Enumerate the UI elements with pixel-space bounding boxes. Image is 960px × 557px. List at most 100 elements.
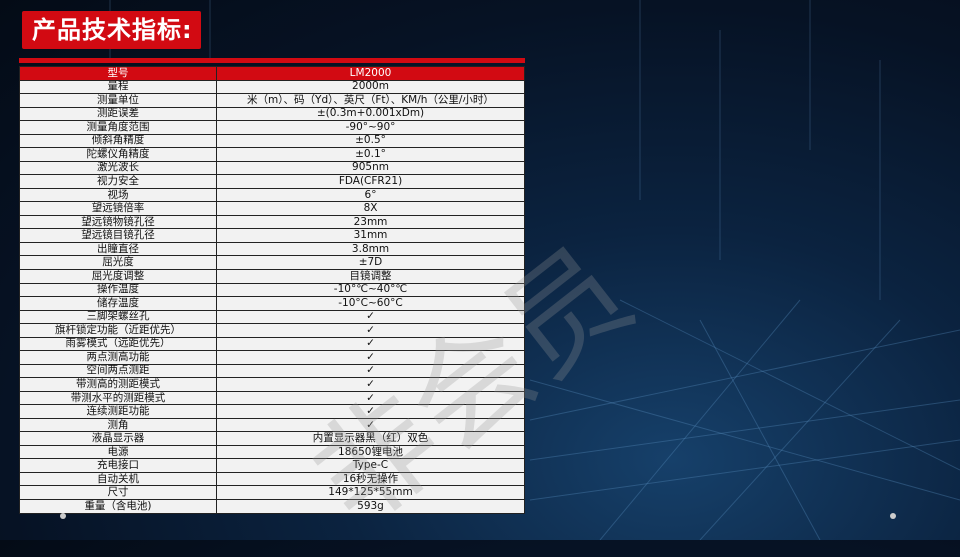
table-row: 陀螺仪角精度 ±0.1° <box>19 147 525 162</box>
spec-value: 16秒无操作 <box>216 471 525 487</box>
spec-value: ✓ <box>216 377 525 392</box>
spec-value: 3.8mm <box>216 241 525 257</box>
slide-dot <box>60 513 66 519</box>
spec-key: 测量单位 <box>19 93 217 108</box>
spec-key: 激光波长 <box>19 160 217 176</box>
header-key: 型号 <box>19 66 217 81</box>
spec-value: ✓ <box>216 363 525 379</box>
spec-key: 电源 <box>19 444 217 460</box>
spec-key: 两点测高功能 <box>19 350 217 365</box>
table-row: 雨雾模式（远距优先） ✓ <box>19 336 525 352</box>
table-row: 望远镜倍率 8X <box>19 201 525 216</box>
spec-value: ✓ <box>216 336 525 352</box>
spec-value: 593g <box>216 499 525 514</box>
spec-key: 倾斜角精度 <box>19 133 217 149</box>
table-row: 自动关机 16秒无操作 <box>19 471 525 487</box>
spec-table: 型号 LM2000 量程 2000m 测量单位 米（m）、码（Yd）、英尺（Ft）、K… <box>19 66 525 514</box>
network-background <box>109 0 960 540</box>
spec-value: 2000m <box>216 79 525 95</box>
spec-key: 重量（含电池) <box>19 499 217 514</box>
spec-key: 视场 <box>19 187 217 203</box>
header-value: LM2000 <box>216 66 525 81</box>
spec-value: 目镜调整 <box>216 268 525 284</box>
spec-value: 23mm <box>216 214 525 230</box>
spec-key: 充电接口 <box>19 458 217 473</box>
spec-value: -10°C~60°C <box>216 296 525 311</box>
spec-key: 视力安全 <box>19 174 217 189</box>
spec-value: ±0.5° <box>216 133 525 149</box>
table-row: 望远镜目镜孔径 31mm <box>19 228 525 243</box>
spec-value: ✓ <box>216 350 525 365</box>
spec-key: 测角 <box>19 417 217 433</box>
spec-value: 31mm <box>216 228 525 243</box>
spec-key: 液晶显示器 <box>19 431 217 446</box>
spec-value: 内置显示器黑（红）双色 <box>216 431 525 446</box>
spec-key: 带测水平的测距模式 <box>19 390 217 406</box>
table-row: 测距误差 ±(0.3m+0.001xDm) <box>19 106 525 122</box>
spec-value: ✓ <box>216 390 525 406</box>
table-row: 倾斜角精度 ±0.5° <box>19 133 525 149</box>
spec-key: 望远镜物镜孔径 <box>19 214 217 230</box>
spec-value: FDA(CFR21) <box>216 174 525 189</box>
spec-key: 望远镜倍率 <box>19 201 217 216</box>
table-row: 测角 ✓ <box>19 417 525 433</box>
table-row: 充电接口 Type-C <box>19 458 525 473</box>
table-row: 三脚架螺丝孔 ✓ <box>19 309 525 325</box>
page-title: 产品技术指标: <box>22 11 201 49</box>
table-row: 带测高的测距模式 ✓ <box>19 377 525 392</box>
table-header-row: 型号 LM2000 <box>19 66 525 81</box>
spec-value: ✓ <box>216 417 525 433</box>
spec-value: 149*125*55mm <box>216 485 525 500</box>
spec-key: 三脚架螺丝孔 <box>19 309 217 325</box>
spec-value: -90°~90° <box>216 120 525 135</box>
table-row: 望远镜物镜孔径 23mm <box>19 214 525 230</box>
spec-value: 905nm <box>216 160 525 176</box>
spec-key: 旗杆锁定功能（近距优先） <box>19 323 217 338</box>
spec-value: ±0.1° <box>216 147 525 162</box>
spec-value: ±(0.3m+0.001xDm) <box>216 106 525 122</box>
slide-dot <box>890 513 896 519</box>
table-row: 尺寸 149*125*55mm <box>19 485 525 500</box>
spec-value: 6° <box>216 187 525 203</box>
spec-key: 测量角度范围 <box>19 120 217 135</box>
table-row: 电源 18650锂电池 <box>19 444 525 460</box>
spec-key: 操作温度 <box>19 282 217 298</box>
table-row: 屈光度 ±7D <box>19 255 525 270</box>
spec-key: 连续测距功能 <box>19 404 217 419</box>
spec-key: 自动关机 <box>19 471 217 487</box>
spec-value: 8X <box>216 201 525 216</box>
table-row: 空间两点测距 ✓ <box>19 363 525 379</box>
table-row: 激光波长 905nm <box>19 160 525 176</box>
spec-key: 陀螺仪角精度 <box>19 147 217 162</box>
spec-value: Type-C <box>216 458 525 473</box>
table-row: 储存温度 -10°C~60°C <box>19 296 525 311</box>
title-divider <box>19 58 525 63</box>
spec-key: 带测高的测距模式 <box>19 377 217 392</box>
table-row: 出瞳直径 3.8mm <box>19 241 525 257</box>
table-row: 连续测距功能 ✓ <box>19 404 525 419</box>
spec-key: 测距误差 <box>19 106 217 122</box>
spec-key: 尺寸 <box>19 485 217 500</box>
spec-key: 雨雾模式（远距优先） <box>19 336 217 352</box>
spec-value: 米（m）、码（Yd）、英尺（Ft）、KM/h（公里/小时） <box>216 93 525 108</box>
table-row: 屈光度调整 目镜调整 <box>19 268 525 284</box>
table-row: 带测水平的测距模式 ✓ <box>19 390 525 406</box>
table-row: 重量（含电池) 593g <box>19 499 525 514</box>
spec-value: ✓ <box>216 323 525 338</box>
table-row: 量程 2000m <box>19 79 525 95</box>
spec-value: ✓ <box>216 404 525 419</box>
spec-value: ✓ <box>216 309 525 325</box>
spec-value: ±7D <box>216 255 525 270</box>
table-row: 视力安全 FDA(CFR21) <box>19 174 525 189</box>
spec-key: 量程 <box>19 79 217 95</box>
table-row: 旗杆锁定功能（近距优先） ✓ <box>19 323 525 338</box>
spec-value: -10°℃~40°℃ <box>216 282 525 298</box>
table-row: 视场 6° <box>19 187 525 203</box>
spec-key: 储存温度 <box>19 296 217 311</box>
spec-key: 空间两点测距 <box>19 363 217 379</box>
spec-value: 18650锂电池 <box>216 444 525 460</box>
spec-key: 望远镜目镜孔径 <box>19 228 217 243</box>
spec-key: 屈光度调整 <box>19 268 217 284</box>
table-row: 测量角度范围 -90°~90° <box>19 120 525 135</box>
spec-key: 屈光度 <box>19 255 217 270</box>
